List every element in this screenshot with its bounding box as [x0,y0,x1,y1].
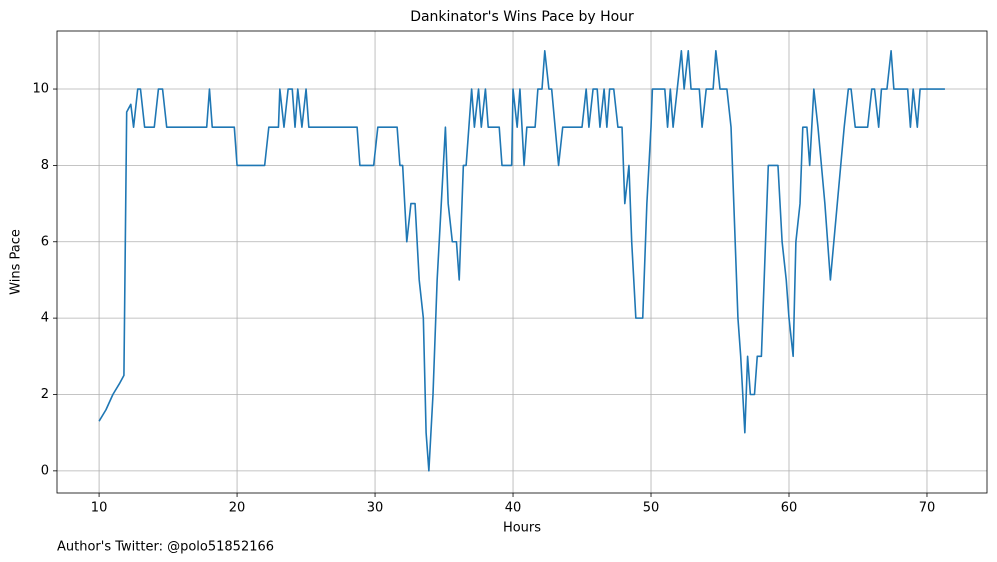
y-tick-label: 2 [41,387,49,402]
x-tick-label: 60 [781,501,798,516]
y-axis-label: Wins Pace [9,229,24,295]
x-tick-label: 20 [229,501,246,516]
x-tick-label: 50 [643,501,660,516]
x-tick-label: 10 [91,501,108,516]
data-line [98,50,945,472]
y-tick-label: 4 [41,311,49,326]
annotation: Author's Twitter: @polo51852166 [57,540,274,555]
x-tick-label: 30 [367,501,384,516]
y-tick-label: 0 [41,463,49,478]
x-tick-label: 70 [919,501,936,516]
x-axis-label: Hours [503,521,541,536]
y-tick-label: 10 [32,82,49,97]
x-tick-label: 40 [505,501,522,516]
y-tick-label: 8 [41,158,49,173]
chart-title: Dankinator's Wins Pace by Hour [410,9,634,25]
plot-frame [56,30,988,494]
y-tick-label: 6 [41,234,49,249]
